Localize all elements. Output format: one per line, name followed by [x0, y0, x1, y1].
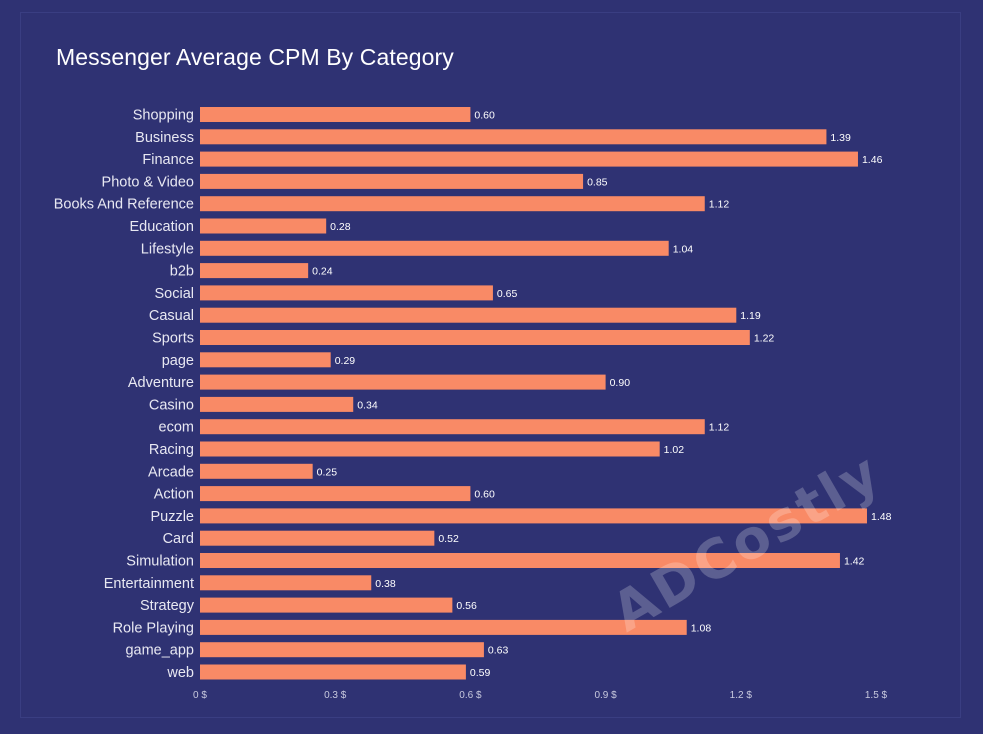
bar[interactable] — [200, 173, 584, 189]
bar[interactable] — [200, 151, 858, 167]
category-label: Sports — [152, 331, 194, 347]
bar[interactable] — [200, 463, 313, 479]
category-label: page — [162, 353, 194, 369]
x-tick-label: 0.3 $ — [324, 690, 347, 701]
bar[interactable] — [200, 240, 669, 256]
bar-value-label: 1.48 — [871, 511, 892, 523]
category-label: Education — [130, 219, 195, 235]
bars-layer — [200, 107, 867, 680]
bar[interactable] — [200, 374, 606, 390]
bar-value-label: 0.25 — [317, 466, 338, 478]
bar-value-label: 1.04 — [673, 243, 694, 255]
category-label: Card — [163, 531, 194, 547]
bar-value-label: 1.22 — [754, 333, 775, 345]
x-tick-label: 0 $ — [193, 690, 207, 701]
x-tick-label: 1.2 $ — [730, 690, 753, 701]
category-label: Lifestyle — [141, 241, 194, 257]
bar[interactable] — [200, 508, 867, 524]
bar-value-label: 1.19 — [740, 310, 761, 322]
bar[interactable] — [200, 441, 660, 457]
bar-value-label: 0.60 — [474, 110, 495, 122]
x-tick-label: 0.9 $ — [594, 690, 617, 701]
bar[interactable] — [200, 553, 840, 568]
category-label: Photo & Video — [102, 174, 194, 190]
bar[interactable] — [200, 352, 331, 368]
bar-value-label: 0.34 — [357, 399, 378, 411]
bar[interactable] — [200, 196, 705, 212]
bar-value-label: 1.08 — [691, 622, 712, 634]
x-tick-label: 1.5 $ — [865, 690, 888, 701]
bar-value-label: 0.63 — [488, 645, 509, 657]
bar-value-label: 0.56 — [456, 600, 477, 612]
category-label: Role Playing — [113, 620, 194, 636]
category-label: Puzzle — [150, 509, 194, 525]
bar-value-label: 0.65 — [497, 288, 518, 300]
category-label: ecom — [159, 420, 194, 436]
bar[interactable] — [200, 419, 705, 435]
category-label: Strategy — [140, 598, 195, 614]
category-label: Racing — [149, 442, 194, 458]
bar-value-label: 1.12 — [709, 422, 730, 434]
category-label: Arcade — [148, 464, 194, 480]
bar-value-label: 0.28 — [330, 221, 351, 233]
bar[interactable] — [200, 218, 327, 234]
bar-value-label: 1.39 — [830, 132, 851, 144]
category-label: Shopping — [133, 108, 194, 124]
bar-value-label: 1.46 — [862, 154, 883, 166]
chart-title: Messenger Average CPM By Category — [56, 44, 454, 70]
category-label: Action — [154, 487, 194, 503]
watermark-text: ADCostly — [602, 440, 892, 644]
category-label: Entertainment — [104, 576, 194, 592]
bar[interactable] — [200, 642, 484, 658]
category-label: Business — [135, 130, 194, 146]
bar[interactable] — [200, 263, 309, 279]
category-label: Casual — [149, 308, 194, 324]
bar-value-label: 1.12 — [709, 199, 730, 211]
category-label: Adventure — [128, 375, 194, 391]
bar[interactable] — [200, 597, 453, 613]
x-axis-ticks: 0 $ 0.3 $ 0.6 $ 0.9 $ 1.2 $ 1.5 $ — [193, 690, 888, 701]
bar-value-label: 0.85 — [587, 176, 608, 188]
bar-value-label: 1.42 — [844, 556, 865, 568]
category-label: game_app — [125, 643, 194, 659]
bar[interactable] — [200, 307, 737, 323]
bar[interactable] — [200, 330, 750, 345]
category-label: Simulation — [126, 554, 194, 570]
bar[interactable] — [200, 530, 435, 546]
category-label: web — [166, 665, 194, 681]
bar[interactable] — [200, 619, 687, 635]
category-label: Finance — [142, 152, 194, 168]
bar[interactable] — [200, 129, 827, 145]
bar[interactable] — [200, 107, 471, 122]
bar[interactable] — [200, 486, 471, 502]
bar[interactable] — [200, 285, 493, 301]
bar-value-label: 0.60 — [474, 489, 495, 501]
bar-value-label: 0.29 — [335, 355, 356, 367]
bar-value-label: 0.24 — [312, 266, 333, 278]
bar-value-label: 0.52 — [438, 533, 459, 545]
bar[interactable] — [200, 575, 372, 591]
bar-value-label: 1.02 — [664, 444, 685, 456]
x-tick-label: 0.6 $ — [459, 690, 482, 701]
bar[interactable] — [200, 664, 466, 680]
chart-frame — [20, 12, 961, 718]
category-label: b2b — [170, 264, 194, 280]
bar-value-label: 0.59 — [470, 667, 491, 679]
category-label: Casino — [149, 397, 194, 413]
bar-value-label: 0.90 — [610, 377, 631, 389]
bar[interactable] — [200, 396, 354, 412]
bar-value-label: 0.38 — [375, 578, 396, 590]
category-label: Books And Reference — [54, 197, 194, 213]
labels-layer: Shopping 0.60 Business 1.39 Finance 1.46 Photo… — [54, 108, 892, 682]
category-label: Social — [155, 286, 195, 302]
